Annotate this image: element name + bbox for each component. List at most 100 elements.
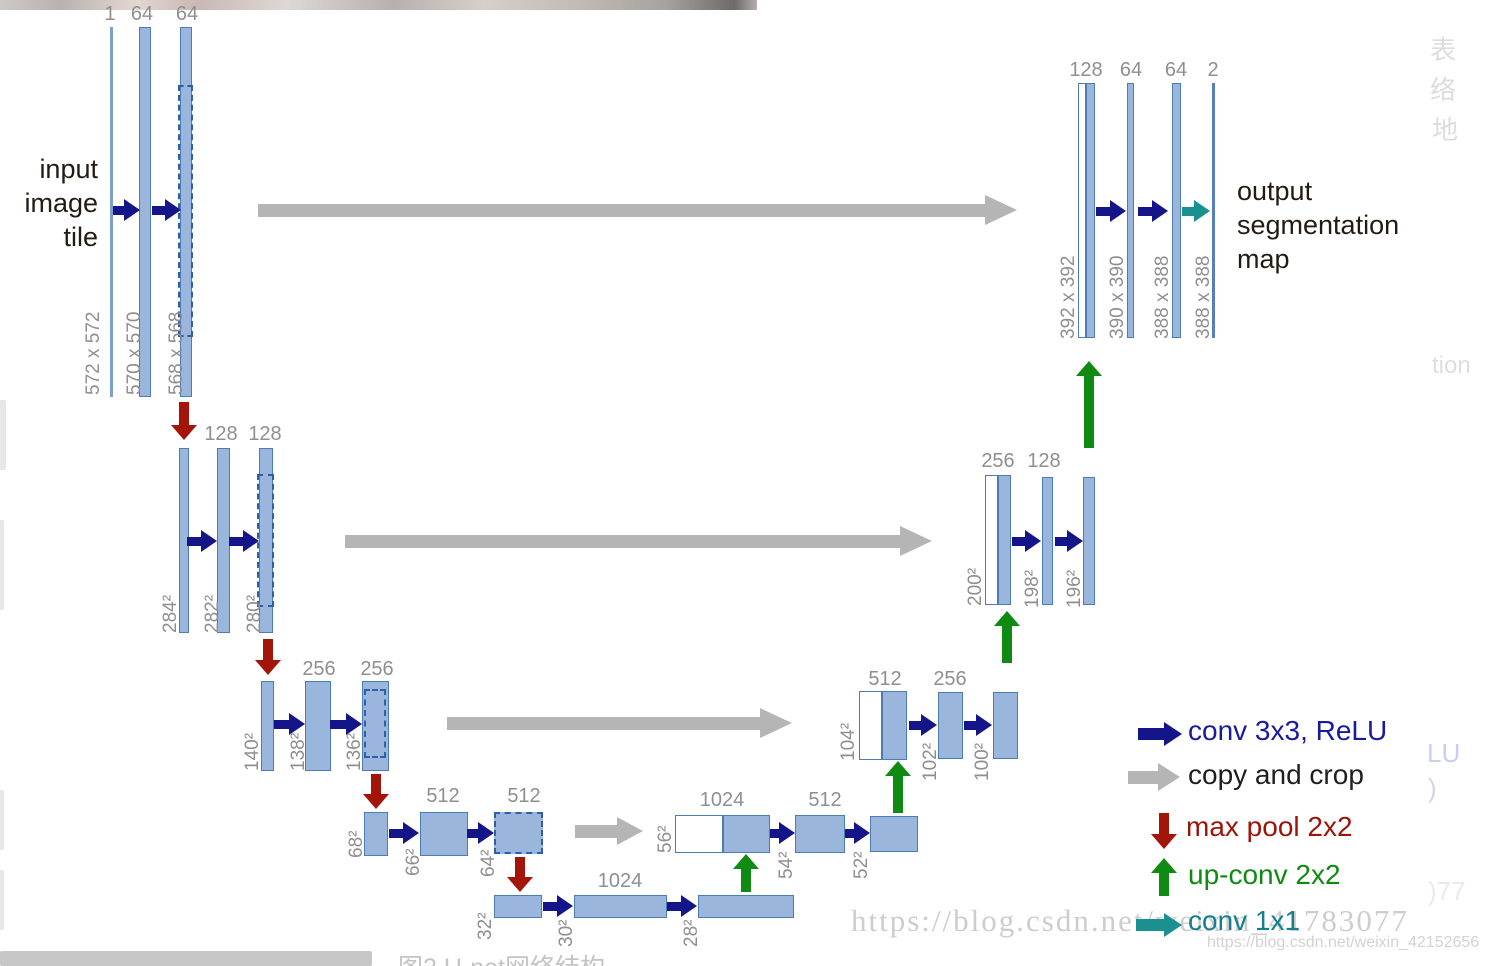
upconv-arrow-icon — [994, 611, 1020, 663]
feature-map-bar — [261, 681, 274, 771]
legend-maxpool-arrow-icon — [1151, 813, 1177, 849]
size-label: 282² — [202, 594, 223, 633]
conv3x3-arrow-icon — [909, 714, 937, 736]
watermark-side-text: tion — [1432, 352, 1471, 379]
size-label: 104² — [838, 722, 859, 761]
output-label-line: output — [1237, 176, 1313, 206]
watermark-url-big: https://blog.csdn.net/weixin_41783077 — [851, 903, 1409, 938]
conv3x3-arrow-icon — [1096, 200, 1126, 222]
maxpool-arrow-icon — [255, 639, 281, 675]
legend-maxpool-label: max pool 2x2 — [1186, 811, 1353, 842]
output-label-line: segmentation — [1237, 210, 1400, 240]
size-label: 54² — [776, 851, 797, 879]
size-label: 100² — [972, 742, 993, 781]
crop-region-dashed — [257, 474, 274, 607]
size-label: 52² — [851, 851, 872, 879]
conv3x3-arrow-icon — [113, 199, 140, 221]
size-label: 280² — [244, 594, 265, 633]
output-label-line: map — [1237, 244, 1290, 274]
conv3x3-arrow-icon — [274, 713, 305, 735]
channel-label: 1024 — [699, 789, 745, 811]
watermark-ghost-text: ) — [1428, 773, 1437, 803]
channel-label: 64 — [130, 3, 154, 25]
feature-map-bar — [998, 475, 1011, 605]
conv3x3-arrow-icon — [152, 199, 181, 221]
watermark-side-char: 络 — [1430, 75, 1457, 105]
copy-crop-arrow-icon — [345, 526, 932, 556]
upconv-arrow-icon — [1076, 361, 1102, 448]
feature-map-bar — [110, 27, 113, 397]
conv3x3-arrow-icon — [1055, 530, 1083, 552]
legend-copy-crop-label: copy and crop — [1188, 759, 1364, 790]
size-label: 572 x 572 — [83, 311, 104, 395]
watermark-ghost-text: LU — [1427, 738, 1461, 768]
size-label: 200² — [965, 567, 986, 606]
channel-label: 1 — [104, 3, 116, 25]
watermark-ghost-text: )77 — [1428, 876, 1466, 906]
feature-map-bar — [494, 895, 542, 918]
size-label: 140² — [242, 732, 263, 771]
size-label: 56² — [655, 825, 676, 853]
feature-map-bar — [723, 815, 770, 853]
conv1x1-arrow-icon — [1182, 200, 1210, 222]
input-label-line: input — [39, 154, 98, 184]
feature-map-bar — [795, 815, 845, 853]
conv3x3-arrow-icon — [389, 822, 419, 844]
feature-map-bar — [993, 692, 1018, 759]
input-label-line: image — [24, 188, 98, 218]
legend-upconv-label: up-conv 2x2 — [1188, 859, 1341, 890]
watermark-side-char: 地 — [1432, 115, 1459, 145]
channel-label: 64 — [1164, 59, 1188, 81]
figure-caption: 图2 U-net网络结构 — [398, 948, 605, 966]
size-label: 136² — [344, 732, 365, 771]
top-edge-photo-strip — [0, 0, 757, 10]
feature-map-bar — [364, 812, 388, 856]
maxpool-arrow-icon — [363, 774, 389, 809]
feature-map-bar — [870, 816, 918, 852]
input-label: input image tile — [8, 152, 98, 254]
feature-map-bar — [1127, 83, 1134, 338]
conv3x3-arrow-icon — [229, 530, 259, 552]
maxpool-arrow-icon — [171, 402, 197, 440]
channel-label: 128 — [1069, 59, 1103, 81]
watermark-side-char: 表 — [1430, 35, 1457, 65]
conv3x3-arrow-icon — [187, 530, 217, 552]
feature-map-bar — [1172, 83, 1181, 338]
channel-label: 64 — [175, 3, 199, 25]
channel-label: 256 — [981, 450, 1015, 472]
conv3x3-arrow-icon — [1012, 530, 1041, 552]
conv3x3-arrow-icon — [467, 822, 494, 844]
size-label: 388 x 388 — [1193, 255, 1214, 339]
feature-map-bar — [1042, 477, 1053, 605]
copy-crop-arrow-icon — [258, 195, 1017, 225]
size-label: 28² — [681, 919, 702, 947]
size-label: 570 x 570 — [124, 311, 145, 395]
channel-label: 1024 — [597, 870, 643, 892]
legend-conv3x3-label: conv 3x3, ReLU — [1188, 715, 1388, 746]
channel-label: 64 — [1119, 59, 1143, 81]
channel-label: 2 — [1207, 59, 1219, 81]
channel-label: 512 — [868, 668, 902, 690]
channel-label: 512 — [507, 785, 541, 807]
copy-crop-arrow-icon — [575, 817, 643, 845]
size-label: 32² — [475, 912, 496, 940]
size-label: 284² — [160, 594, 181, 633]
feature-map-bar — [938, 692, 963, 759]
feature-map-bar — [698, 895, 794, 918]
legend-upconv-arrow-icon — [1151, 858, 1177, 896]
left-edge-artifact — [0, 870, 4, 930]
channel-label: 256 — [360, 658, 394, 680]
left-edge-artifact — [0, 400, 6, 470]
feature-map-bar — [574, 895, 667, 918]
copy-crop-arrow-icon — [447, 708, 792, 738]
channel-label: 128 — [1027, 450, 1061, 472]
conv3x3-arrow-icon — [667, 895, 697, 917]
channel-label: 128 — [204, 423, 238, 445]
legend-copy-crop-arrow-icon — [1128, 763, 1180, 791]
conv3x3-arrow-icon — [964, 714, 992, 736]
size-label: 68² — [346, 830, 367, 858]
channel-label: 256 — [302, 658, 336, 680]
upconv-arrow-icon — [733, 854, 759, 892]
size-label: 196² — [1064, 569, 1085, 608]
